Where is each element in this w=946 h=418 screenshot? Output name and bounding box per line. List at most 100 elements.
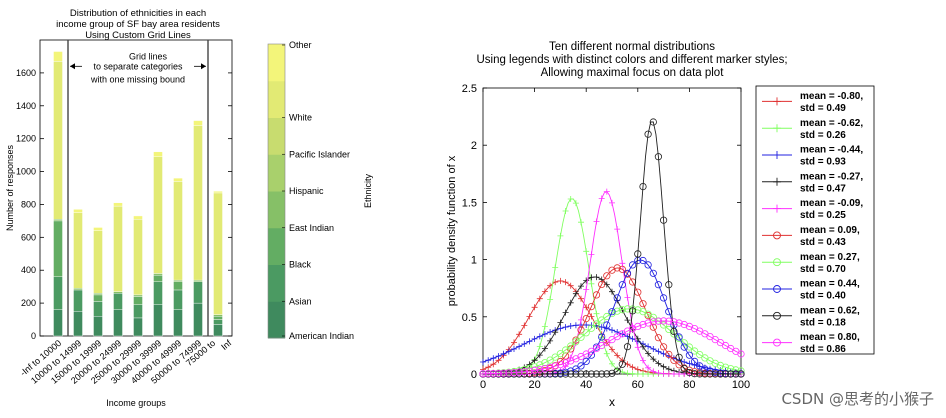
series-marker (499, 369, 508, 377)
series-marker (690, 368, 699, 376)
bar-chart-title-line: income group of SF bay area residents (56, 19, 220, 30)
series-marker (608, 369, 616, 377)
series-marker (619, 260, 626, 267)
y-tick-label: 0 (471, 369, 477, 381)
series-marker (665, 325, 673, 333)
series-marker (629, 335, 636, 342)
y-tick-label: 2 (471, 140, 477, 152)
series-marker (665, 317, 673, 325)
series-marker (562, 208, 569, 214)
series-marker (572, 290, 579, 297)
bar-segment (213, 314, 223, 317)
colorbar-tick-label: Other (289, 40, 312, 50)
bar-segment (93, 293, 103, 296)
series-marker (567, 299, 574, 306)
series-marker (640, 343, 646, 350)
series-marker (701, 365, 709, 373)
series-marker (629, 364, 636, 371)
bar-segment (73, 289, 83, 312)
series-marker (567, 196, 574, 202)
x-axis-label: Income groups (106, 398, 166, 408)
series-marker (551, 370, 559, 378)
series-marker (675, 353, 683, 361)
series-marker (650, 368, 657, 375)
series-marker (603, 338, 611, 347)
series-marker (572, 365, 580, 373)
colorbar-segment (268, 154, 285, 192)
bar-segment (133, 317, 143, 337)
colorbar-segment (268, 301, 285, 339)
bar-segment (53, 61, 63, 220)
bar-segment (133, 219, 143, 296)
series-marker (583, 248, 590, 255)
series-marker (593, 218, 600, 225)
series-marker (660, 363, 667, 370)
watermark: CSDN @思考的小猴子 (781, 390, 934, 408)
annotation-text: to separate categories (93, 61, 183, 71)
legend-label: mean = 0.44, (800, 279, 860, 290)
legend-marker (773, 204, 781, 213)
series-marker (552, 264, 559, 271)
legend-label: mean = -0.62, (800, 118, 863, 129)
series-marker (634, 250, 642, 258)
series-marker (572, 200, 579, 207)
bar-segment (53, 276, 63, 310)
series-marker (485, 357, 492, 364)
line-chart-title-line: Using legends with distinct colors and d… (476, 54, 787, 66)
series-marker (696, 370, 704, 378)
series-marker (526, 313, 533, 320)
series-marker (623, 305, 632, 313)
series-marker (670, 318, 678, 326)
series-marker (587, 324, 596, 332)
x-tick-label: 60 (632, 379, 644, 391)
series-marker (649, 269, 657, 277)
series-marker (613, 307, 621, 315)
bar-segment (93, 301, 103, 317)
series-marker (567, 323, 574, 329)
colorbar-segment (268, 44, 285, 82)
y-tick-label: 800 (21, 199, 36, 209)
series-marker (582, 357, 590, 365)
series-marker (613, 264, 621, 272)
series-marker (645, 343, 652, 350)
series-marker (526, 338, 533, 345)
bar-chart: Distribution of ethnicities in eachincom… (5, 8, 234, 408)
series-marker (556, 350, 565, 358)
series-marker (680, 339, 688, 347)
series-marker (639, 183, 647, 191)
series-marker (500, 350, 507, 357)
series-marker (598, 370, 606, 378)
series-marker (676, 371, 683, 377)
series-marker (588, 251, 595, 258)
series-marker (530, 366, 539, 374)
series-marker (655, 348, 662, 355)
series-marker (588, 280, 595, 287)
y-axis-label: Number of responses (5, 144, 15, 231)
bar-segment (193, 279, 203, 282)
bar-segment (153, 274, 163, 282)
series-marker (680, 320, 688, 329)
bar-segment (133, 304, 143, 319)
line-plot-frame (482, 87, 742, 375)
series-marker (598, 316, 606, 324)
bar-segment (153, 151, 163, 157)
bar-segment (213, 316, 223, 320)
bar-segment (73, 288, 83, 291)
bar-segment (193, 281, 203, 304)
series-marker (685, 368, 694, 377)
annotation-text: Grid lines (129, 51, 168, 61)
series-marker (716, 370, 725, 378)
series-marker (562, 309, 569, 316)
series-marker (644, 130, 652, 138)
series-marker (603, 321, 611, 329)
series-marker (675, 319, 683, 327)
series-marker (561, 359, 570, 367)
series-marker (665, 370, 672, 377)
bar-segment (93, 294, 103, 302)
series-marker (654, 317, 663, 325)
y-tick-label: 1400 (16, 101, 36, 111)
series-marker (515, 368, 523, 376)
bar-segment (93, 230, 103, 294)
y-axis-label: probability density function of x (446, 155, 458, 306)
